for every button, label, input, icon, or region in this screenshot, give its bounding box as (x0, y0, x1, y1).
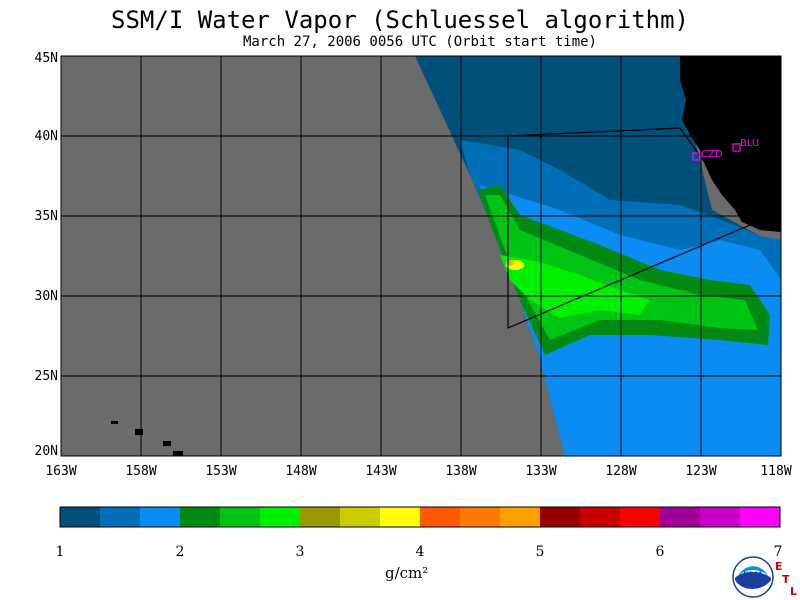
map-subtitle: March 27, 2006 0056 UTC (Orbit start tim… (242, 34, 597, 50)
lon-label: 153W (205, 464, 236, 479)
color-bar-swatch (140, 507, 181, 527)
latitude-labels: 45N 40N 35N 30N 25N 20N (35, 51, 58, 459)
color-bar-swatch (540, 507, 581, 527)
station-czd-marker (692, 152, 701, 161)
colorbar-tick: 1 (56, 544, 65, 560)
color-bar-swatch (60, 507, 101, 527)
colorbar-tick: 5 (536, 544, 545, 560)
land-north-america (680, 56, 781, 232)
color-bar-ticks: 1 2 3 4 5 6 7 (56, 544, 783, 560)
color-bar-swatch (460, 507, 501, 527)
lat-label: 30N (35, 289, 58, 304)
color-bar-swatch (700, 507, 741, 527)
color-bar-units: g/cm² (385, 564, 429, 582)
lon-label: 143W (365, 464, 396, 479)
color-bar-swatch (260, 507, 301, 527)
lon-label: 133W (525, 464, 556, 479)
map-border (60, 55, 782, 457)
color-bar-swatch (740, 507, 781, 527)
lat-label: 40N (35, 129, 58, 144)
colorbar-tick: 6 (656, 544, 665, 560)
etl-letter-t: T (782, 573, 790, 586)
color-bar-swatch (220, 507, 261, 527)
graticule (61, 56, 781, 456)
color-bar-swatch (100, 507, 141, 527)
longitude-labels: 163W 158W 153W 148W 143W 138W 133W 128W … (45, 464, 791, 479)
lat-label: 25N (35, 369, 58, 384)
swath-olive-core (506, 260, 514, 266)
hawaiian-islands (111, 421, 183, 456)
etl-letter-l: L (790, 585, 798, 598)
colorbar-tick: 7 (774, 544, 783, 560)
map-title: SSM/I Water Vapor (Schluessel algorithm) (111, 6, 689, 34)
color-bar-swatch (300, 507, 341, 527)
etl-letter-e: E (775, 560, 783, 573)
colorbar-tick: 2 (176, 544, 185, 560)
lon-label: 138W (445, 464, 476, 479)
color-bar (60, 507, 781, 527)
color-bar-swatch (380, 507, 421, 527)
lon-label: 128W (605, 464, 636, 479)
colorbar-tick: 3 (296, 544, 305, 560)
color-bar-swatch (340, 507, 381, 527)
swath-bright-green (500, 255, 650, 318)
color-bar-swatch (620, 507, 661, 527)
color-bar-swatch (660, 507, 701, 527)
lat-label: 45N (35, 51, 58, 66)
map-area (61, 56, 781, 456)
color-bar-swatch (180, 507, 221, 527)
color-bar-swatch (420, 507, 461, 527)
station-blu-label: BLU (740, 138, 759, 149)
noaa-logo-icon: NOAA (732, 556, 774, 598)
noaa-logo-text: NOAA (743, 571, 763, 578)
lon-label: 123W (685, 464, 716, 479)
lon-label: 148W (285, 464, 316, 479)
lat-label: 35N (35, 209, 58, 224)
analysis-wedge-outline (507, 127, 751, 329)
color-bar-swatch (500, 507, 541, 527)
color-bar-border (59, 506, 781, 528)
station-czd-label: CZD (701, 149, 723, 160)
station-blu-marker (732, 143, 741, 152)
lon-label: 163W (45, 464, 76, 479)
color-bar-swatch (580, 507, 621, 527)
lon-label: 158W (125, 464, 156, 479)
lat-label: 20N (35, 444, 58, 459)
lon-label: 118W (760, 464, 791, 479)
colorbar-tick: 4 (416, 544, 425, 560)
